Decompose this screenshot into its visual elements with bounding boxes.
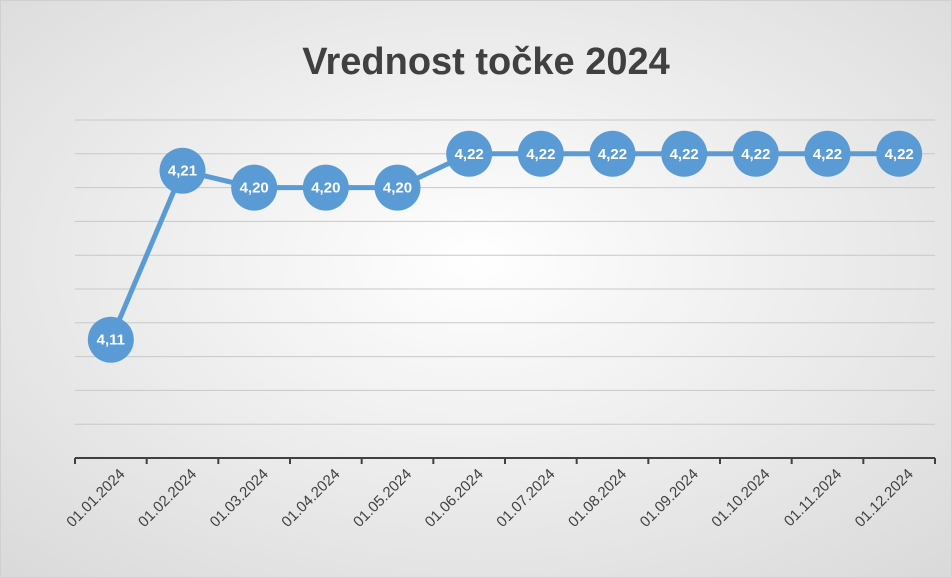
point-marker — [876, 130, 923, 177]
point-marker — [374, 164, 421, 211]
data-label: 4,22 — [455, 146, 484, 163]
data-label: 4,21 — [168, 163, 197, 180]
point-marker — [446, 130, 493, 177]
data-label: 4,22 — [670, 146, 699, 163]
point-marker — [159, 147, 206, 194]
point-marker — [231, 164, 278, 211]
point-marker — [517, 130, 564, 177]
point-marker — [589, 130, 636, 177]
data-label: 4,22 — [526, 146, 555, 163]
point-marker — [661, 130, 708, 177]
data-label: 4,20 — [311, 180, 340, 197]
chart-title: Vrednost točke 2024 — [302, 41, 670, 83]
data-label: 4,11 — [97, 332, 125, 349]
point-marker — [804, 130, 851, 177]
data-label: 4,22 — [813, 146, 842, 163]
data-label: 4,22 — [598, 146, 627, 163]
point-marker — [302, 164, 349, 211]
point-marker — [87, 316, 134, 363]
data-label: 4,20 — [383, 180, 412, 197]
data-label: 4,22 — [885, 146, 914, 163]
data-label: 4,20 — [240, 180, 269, 197]
data-label: 4,22 — [741, 146, 770, 163]
point-marker — [732, 130, 779, 177]
